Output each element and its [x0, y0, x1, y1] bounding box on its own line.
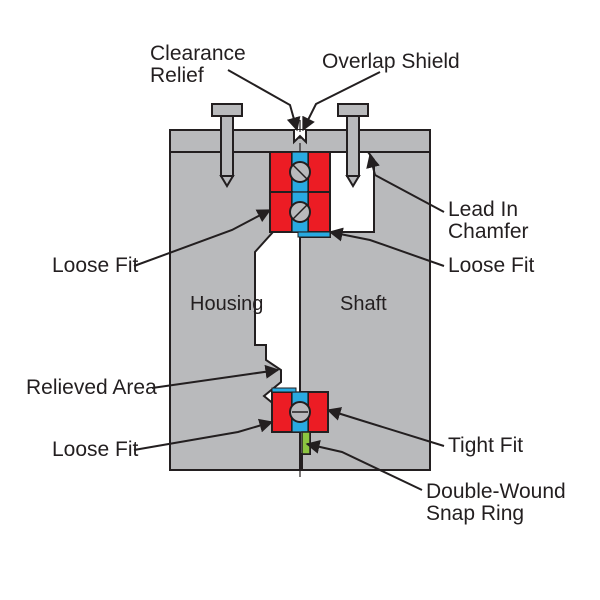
bearing-diagram: Housing Shaft ClearanceRelief Overlap Shi…	[0, 0, 600, 600]
housing-label: Housing	[190, 293, 263, 315]
double-wound-snap-ring-label: Double-WoundSnap Ring	[426, 480, 566, 525]
clearance-relief-label: ClearanceRelief	[150, 42, 246, 87]
clearance-relief-leader	[228, 70, 297, 130]
loose-fit-lower-left-label: Loose Fit	[52, 438, 139, 461]
lead-in-chamfer-label: Lead InChamfer	[448, 198, 529, 243]
lower-bearing-shim	[272, 388, 296, 392]
loose-fit-upper-right-label: Loose Fit	[448, 254, 535, 277]
loose-fit-upper-left-label: Loose Fit	[52, 254, 139, 277]
snap-ring	[302, 432, 310, 454]
tight-fit-label: Tight Fit	[448, 434, 523, 457]
bearing-upper	[270, 152, 330, 237]
overlap-shield-label: Overlap Shield	[322, 50, 460, 73]
bearing-upper-row1	[270, 152, 330, 192]
bearing-lower	[272, 388, 328, 432]
shaft-label: Shaft	[340, 293, 387, 315]
upper-bearing-seat	[298, 232, 330, 237]
relieved-area-label: Relieved Area	[26, 376, 157, 399]
overlap-shield-leader	[303, 72, 380, 130]
bearing-upper-row2	[270, 192, 330, 232]
